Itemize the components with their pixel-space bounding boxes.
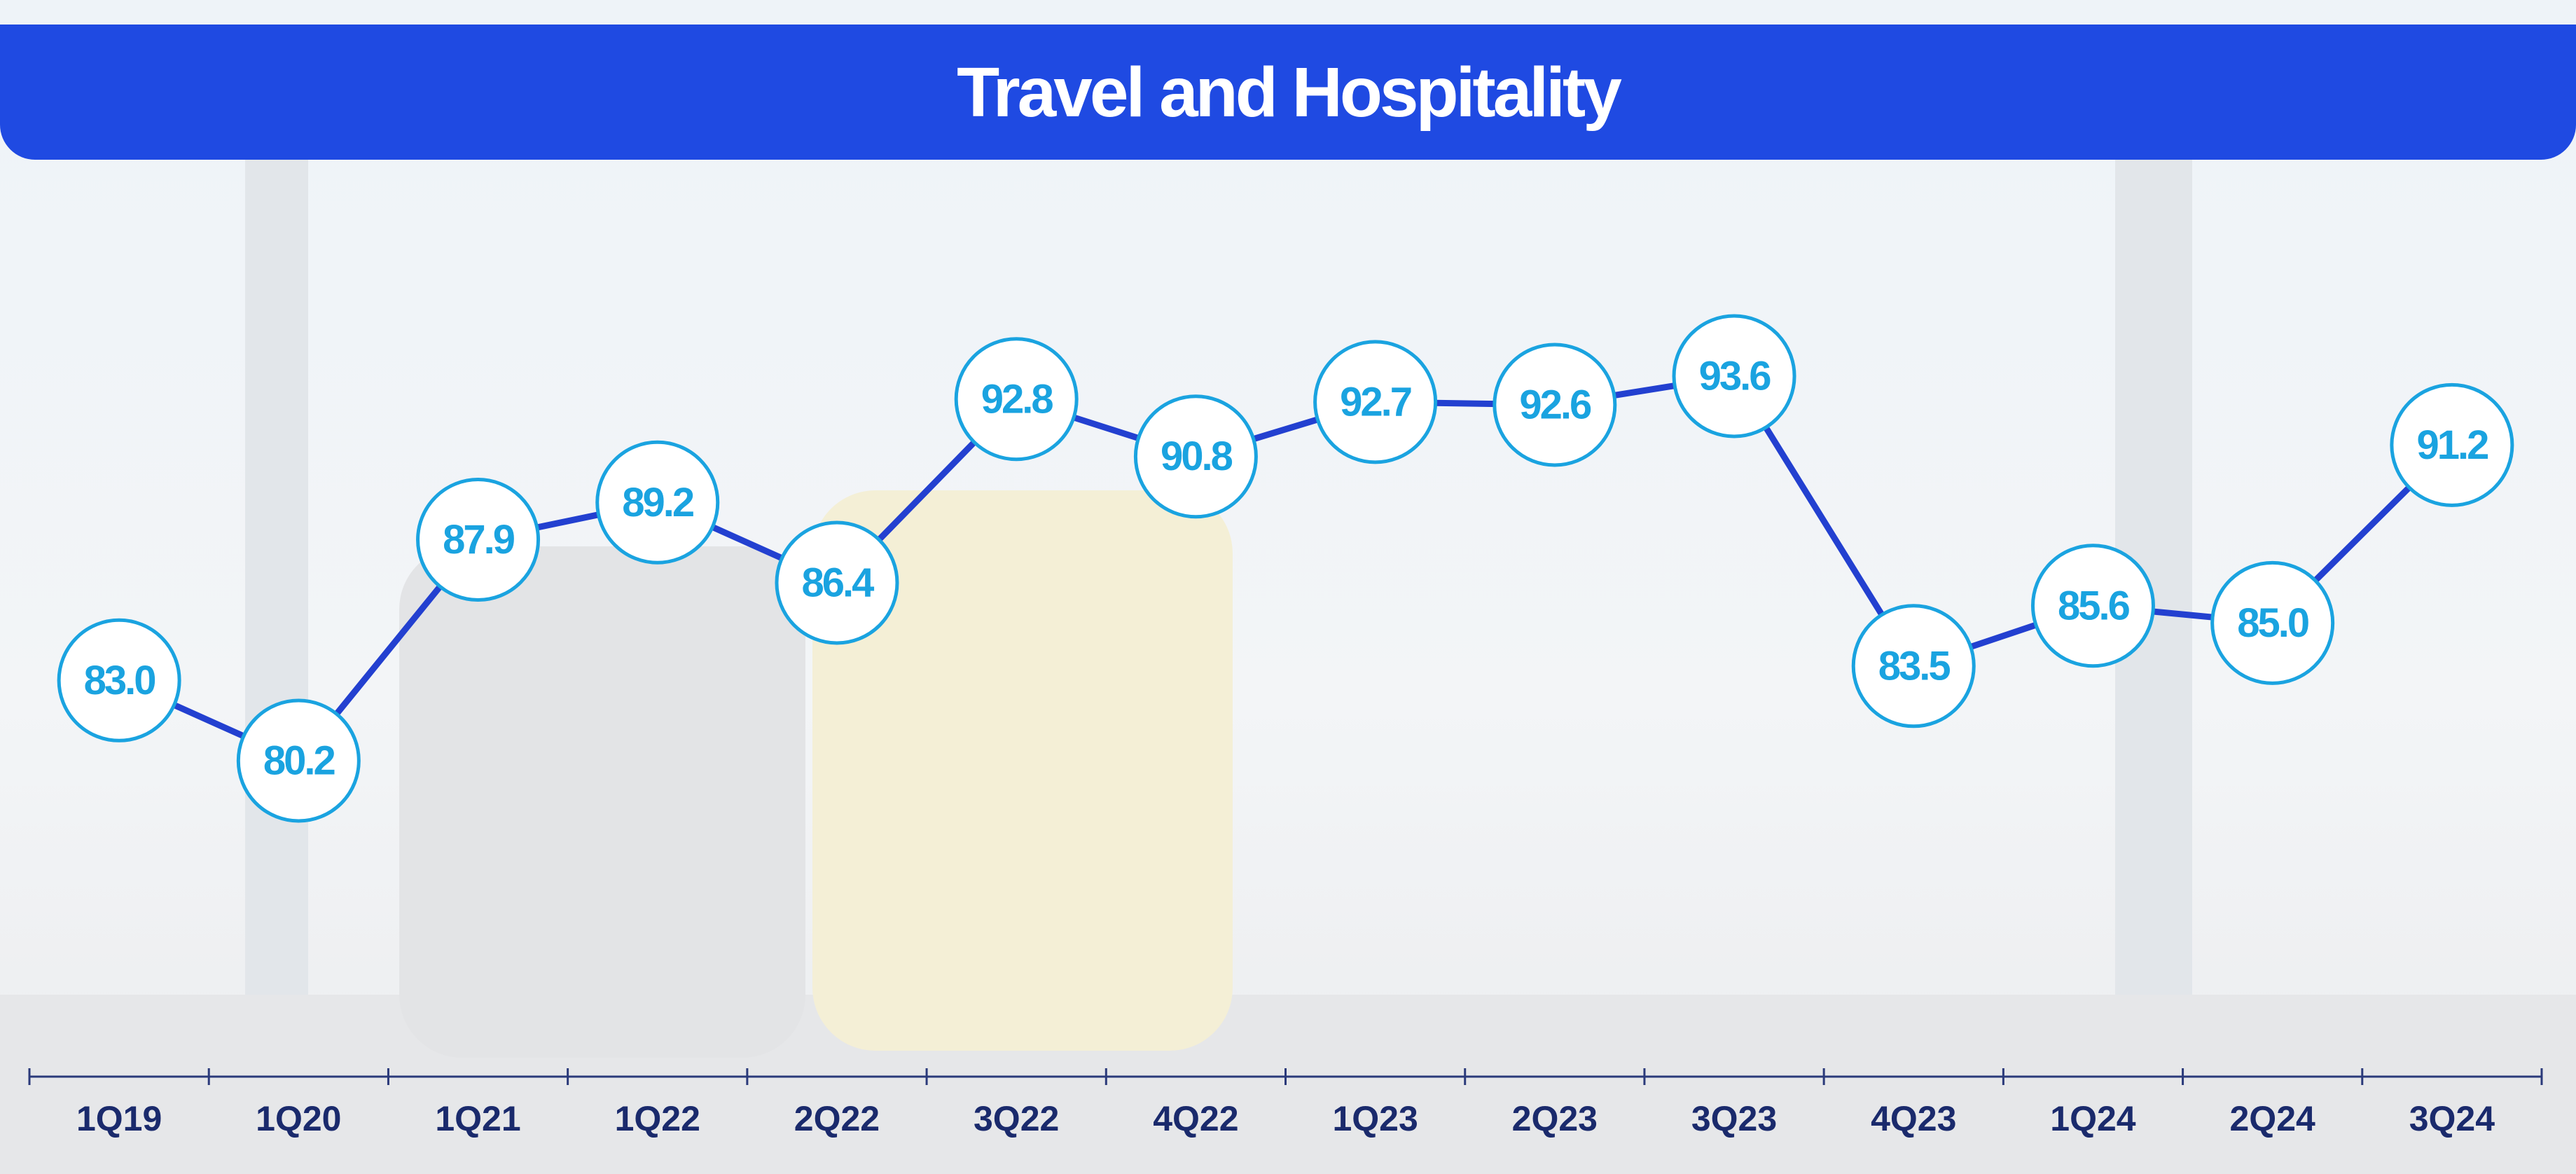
data-label: 85.6 — [2058, 583, 2130, 628]
data-point — [1851, 604, 1976, 728]
data-label: 80.2 — [263, 738, 335, 784]
data-point — [1493, 343, 1617, 467]
data-point — [236, 698, 361, 823]
x-tick-label: 4Q22 — [1153, 1099, 1238, 1138]
data-point — [954, 337, 1079, 462]
data-label: 89.2 — [622, 480, 693, 525]
data-point — [57, 618, 181, 743]
x-tick-label: 1Q24 — [2050, 1099, 2136, 1138]
x-tick-label: 2Q22 — [794, 1099, 880, 1138]
x-tick-label: 3Q22 — [974, 1099, 1059, 1138]
data-point — [775, 520, 899, 645]
x-tick-label: 4Q23 — [1871, 1099, 1956, 1138]
data-point — [2210, 560, 2335, 685]
data-point — [1133, 394, 1258, 519]
data-label: 85.0 — [2237, 600, 2308, 646]
data-label: 83.0 — [84, 658, 155, 703]
data-point — [416, 478, 541, 602]
data-label: 92.6 — [1519, 382, 1591, 427]
data-point — [2390, 382, 2514, 507]
x-tick-label: 3Q23 — [1691, 1099, 1777, 1138]
window-frame — [245, 160, 308, 1000]
floor — [0, 995, 2576, 1174]
x-tick-label: 2Q23 — [1512, 1099, 1598, 1138]
data-label: 90.8 — [1161, 434, 1233, 479]
x-tick-label: 1Q19 — [76, 1099, 162, 1138]
x-tick-label: 2Q24 — [2230, 1099, 2316, 1138]
x-tick-label: 1Q20 — [256, 1099, 341, 1138]
suitcase — [399, 546, 805, 1058]
data-point — [1313, 340, 1438, 464]
data-label: 92.7 — [1340, 379, 1411, 424]
x-tick-label: 1Q23 — [1332, 1099, 1418, 1138]
x-tick-label: 1Q21 — [435, 1099, 520, 1138]
data-point — [595, 440, 720, 565]
data-label: 83.5 — [1878, 643, 1951, 689]
data-label: 86.4 — [802, 560, 875, 605]
chart-title: Travel and Hospitality — [957, 53, 1622, 132]
data-label: 91.2 — [2416, 422, 2488, 468]
data-label: 93.6 — [1699, 354, 1771, 399]
data-point — [2030, 544, 2155, 668]
data-label: 92.8 — [981, 376, 1053, 422]
x-tick-label: 1Q22 — [615, 1099, 700, 1138]
suitcase — [812, 490, 1233, 1051]
title-bar — [0, 25, 2576, 160]
x-tick-label: 3Q24 — [2409, 1099, 2495, 1138]
data-label: 87.9 — [443, 517, 515, 562]
data-point — [1672, 314, 1796, 438]
